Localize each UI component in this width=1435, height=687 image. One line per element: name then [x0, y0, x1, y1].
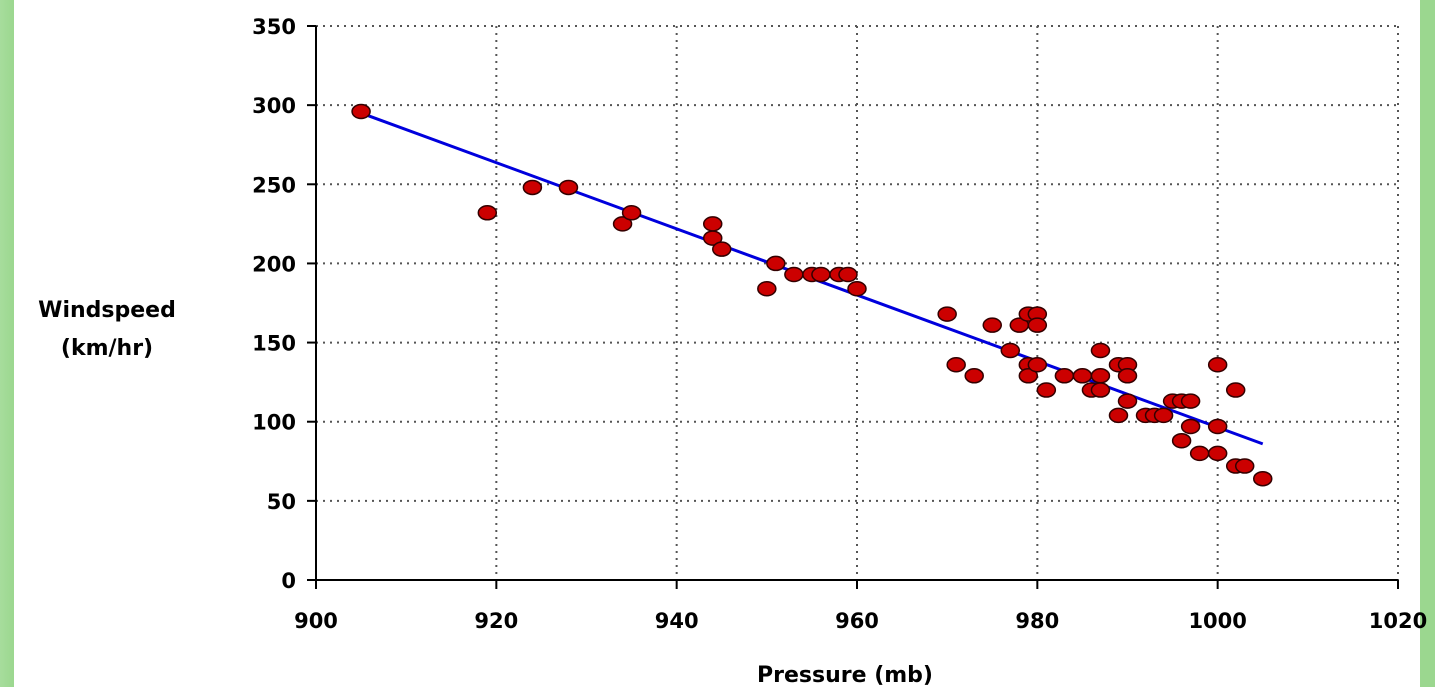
y-tick-label: 350: [252, 15, 296, 39]
data-point: [351, 103, 371, 120]
data-point: [1117, 393, 1138, 409]
data-point: [477, 205, 498, 221]
data-point: [522, 179, 543, 196]
data-point: [712, 241, 732, 257]
data-point: [1108, 407, 1129, 424]
y-tick-label: 150: [252, 332, 296, 356]
data-point: [937, 306, 957, 322]
data-point: [1180, 418, 1201, 435]
data-points: [351, 103, 1273, 487]
data-point: [847, 281, 867, 297]
x-tick-label: 920: [474, 609, 518, 633]
data-point: [946, 356, 966, 373]
data-point: [1180, 393, 1201, 409]
data-point: [1036, 382, 1057, 398]
y-tick-label: 0: [281, 569, 296, 593]
x-tick-label: 940: [655, 609, 699, 633]
data-point: [964, 368, 984, 384]
x-axis-label: Pressure (mb): [757, 663, 933, 687]
data-point: [1018, 368, 1039, 384]
data-point: [838, 266, 858, 283]
data-point: [1054, 368, 1075, 384]
data-point: [621, 205, 642, 221]
data-point: [811, 266, 831, 283]
data-point: [1090, 342, 1111, 359]
data-point: [1171, 432, 1192, 449]
data-point: [1207, 356, 1228, 373]
data-point: [784, 266, 804, 283]
x-tick-label: 980: [1015, 609, 1059, 633]
y-tick-label: 250: [252, 173, 296, 197]
data-point: [1090, 368, 1111, 384]
y-tick-label: 200: [252, 252, 296, 276]
y-tick-label: 100: [252, 411, 296, 435]
data-point: [1090, 382, 1111, 398]
y-tick-label: 300: [252, 94, 296, 118]
y-axis-label-line-1: Windspeed: [38, 298, 176, 323]
data-point: [1072, 368, 1093, 384]
x-tick-label: 1000: [1188, 609, 1246, 633]
data-point: [1117, 368, 1138, 384]
data-point: [612, 216, 633, 232]
data-point: [558, 179, 579, 196]
y-axis-label-line-2: (km/hr): [61, 336, 153, 361]
y-tick-label: 50: [267, 490, 296, 514]
x-tick-label: 1020: [1369, 609, 1427, 633]
x-tick-label: 960: [835, 609, 879, 633]
grid: [316, 25, 1399, 580]
data-point: [1207, 445, 1228, 462]
data-point: [1225, 382, 1246, 398]
x-tick-label: 900: [294, 609, 338, 633]
data-point: [1253, 470, 1273, 487]
axes: [307, 25, 1399, 589]
data-point: [757, 281, 777, 297]
data-point: [982, 317, 1002, 333]
data-point: [1000, 342, 1021, 359]
data-point: [1189, 445, 1210, 462]
data-point: [1027, 317, 1048, 333]
data-point: [766, 255, 786, 272]
data-point: [1207, 418, 1228, 435]
data-point: [702, 230, 723, 246]
tick-labels: 0 50 100 150 200 250 300 350 900 920 940 960 980 1000…: [252, 15, 1427, 633]
data-point: [702, 216, 723, 232]
data-point: [1234, 458, 1255, 474]
data-point: [1027, 356, 1048, 373]
data-point: [1153, 407, 1174, 424]
